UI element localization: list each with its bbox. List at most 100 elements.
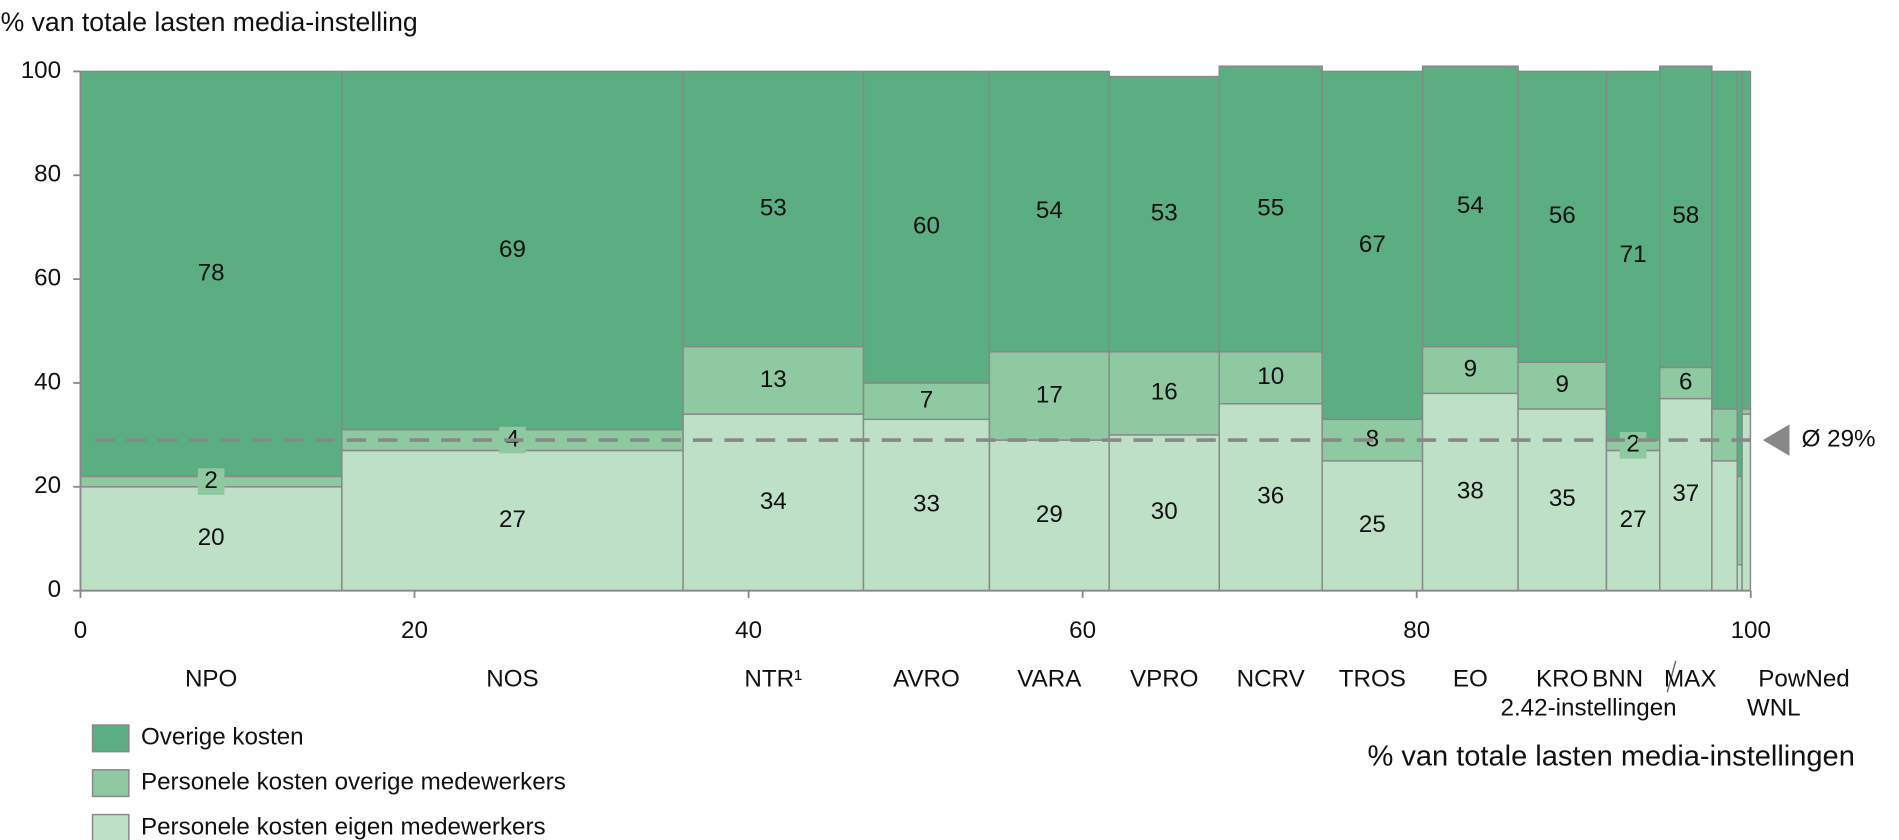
y-tick-label: 20 (34, 472, 61, 499)
data-label: 9 (1464, 355, 1477, 382)
data-label: 56 (1549, 202, 1576, 229)
average-label: Ø 29% (1802, 425, 1876, 452)
data-label: 38 (1457, 477, 1484, 504)
segment (1218, 403, 1323, 592)
segment (1741, 408, 1752, 415)
legend-label: Personele kosten overige medewerkers (141, 769, 566, 796)
segment (988, 439, 1110, 592)
y-axis-label: % van totale lasten media-instelling (1, 7, 418, 37)
legend-label: Overige kosten (141, 724, 304, 751)
category-label: WNL (1747, 695, 1801, 722)
category-label: NOS (486, 666, 538, 693)
data-label: 20 (198, 524, 225, 551)
category-label: VARA (1017, 666, 1082, 693)
segment (1711, 460, 1738, 592)
data-label: 35 (1549, 485, 1576, 512)
legend-label: Personele kosten eigen medewerkers (141, 813, 546, 840)
y-tick-label: 100 (21, 57, 61, 84)
data-label: 37 (1672, 480, 1699, 507)
x-tick-label: 0 (74, 617, 87, 644)
category-label: BNN (1592, 666, 1643, 693)
data-label: 55 (1257, 194, 1284, 221)
average-marker (1762, 424, 1790, 456)
data-label: 27 (1620, 506, 1647, 533)
x-tick-label: 80 (1403, 617, 1430, 644)
data-label: 34 (760, 488, 787, 515)
label-box (1619, 431, 1647, 459)
category-label: MAX (1664, 666, 1716, 693)
data-label: 7 (920, 387, 933, 414)
data-label: 78 (198, 259, 225, 286)
data-label: 58 (1672, 202, 1699, 229)
data-label: 13 (760, 366, 787, 393)
data-label: 30 (1151, 498, 1178, 525)
y-tick-label: 60 (34, 265, 61, 292)
segment (1517, 361, 1608, 410)
segment (988, 70, 1110, 353)
segment (862, 418, 991, 592)
data-label: 53 (760, 194, 787, 221)
x-tick-label: 20 (401, 617, 428, 644)
data-label: 2 (204, 467, 217, 494)
category-label: PowNed (1758, 666, 1849, 693)
segment (682, 70, 865, 348)
segment (1108, 75, 1220, 353)
x-tick-label: 40 (735, 617, 762, 644)
category-label: VPRO (1130, 666, 1199, 693)
x-tick-label: 100 (1731, 617, 1771, 644)
data-label: 54 (1036, 197, 1063, 224)
segment (682, 413, 865, 592)
data-label: 54 (1457, 192, 1484, 219)
y-tick-label: 40 (34, 368, 61, 395)
data-label: 69 (499, 236, 526, 263)
segment (1321, 70, 1424, 421)
data-label: 36 (1257, 483, 1284, 510)
segment (1736, 563, 1743, 592)
segment (1736, 475, 1743, 566)
segment (1108, 434, 1220, 592)
legend-swatch (91, 769, 130, 798)
data-label: 6 (1679, 368, 1692, 395)
segment (682, 345, 865, 415)
data-label: 10 (1257, 363, 1284, 390)
segment (1421, 65, 1519, 348)
segment (1218, 65, 1323, 353)
data-label: 60 (913, 213, 940, 240)
data-label: 16 (1151, 379, 1178, 406)
segment (1218, 351, 1323, 405)
data-label: 53 (1151, 200, 1178, 227)
segment (1659, 366, 1713, 400)
legend-swatch (91, 813, 130, 840)
x-tick-label: 60 (1069, 617, 1096, 644)
segment (988, 351, 1110, 441)
segment (1736, 70, 1743, 478)
category-label: NCRV (1237, 666, 1306, 693)
legend-swatch (91, 724, 130, 753)
y-tick-label: 80 (34, 161, 61, 188)
segment (862, 70, 991, 384)
data-label: 25 (1359, 511, 1386, 538)
data-label: 33 (913, 490, 940, 517)
category-label: TROS (1339, 666, 1406, 693)
data-label: 71 (1620, 241, 1647, 268)
segment (1711, 70, 1738, 410)
segment (1517, 70, 1608, 363)
segment (1605, 449, 1661, 592)
category-label: AVRO (893, 666, 960, 693)
leader-line (1666, 660, 1677, 693)
segment (341, 449, 684, 592)
data-label: 29 (1036, 501, 1063, 528)
segment (1741, 70, 1752, 410)
label-box (197, 468, 225, 495)
segment (862, 382, 991, 421)
data-label: 2 (1626, 431, 1639, 458)
category-label: EO (1453, 666, 1488, 693)
data-label: 67 (1359, 231, 1386, 258)
x-axis-label: % van totale lasten media-instellingen (1367, 740, 1854, 772)
category-label: NPO (185, 666, 237, 693)
category-label: KRO (1536, 666, 1588, 693)
data-label: 27 (499, 506, 526, 533)
data-label: 9 (1556, 371, 1569, 398)
y-tick-label: 0 (48, 576, 61, 603)
